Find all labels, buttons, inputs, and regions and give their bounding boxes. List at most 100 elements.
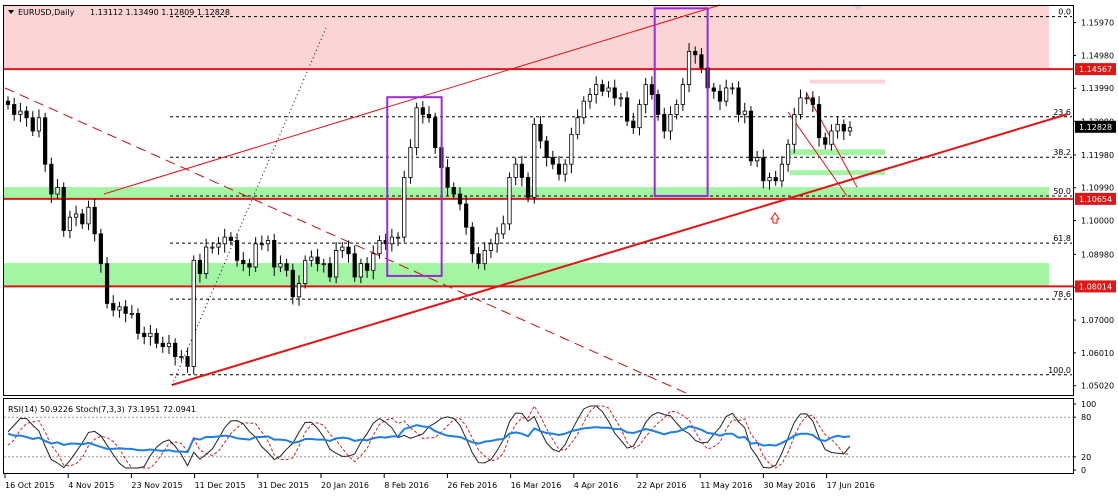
candle-body xyxy=(841,123,846,132)
candle-body xyxy=(117,306,122,311)
rsi-tick-label: 0 xyxy=(1081,466,1086,475)
level-badges: 1.14567 1.10654 1.08014 1.12828 xyxy=(1075,63,1116,293)
candle-body xyxy=(668,114,673,132)
candle-body xyxy=(278,263,283,268)
time-tick-label: 17 Jun 2016 xyxy=(827,481,875,490)
fib-label: 23.6 xyxy=(1053,108,1071,117)
current-price-badge-label: 1.12828 xyxy=(1079,123,1112,132)
candle-body xyxy=(371,253,376,271)
candle-body xyxy=(748,110,754,162)
candle-body xyxy=(594,84,599,95)
candle-body xyxy=(525,177,531,198)
candle-body xyxy=(92,206,97,235)
fib-label: 100.0 xyxy=(1048,366,1071,375)
candle-body xyxy=(321,263,326,266)
time-tick-label: 31 Dec 2015 xyxy=(258,481,309,490)
candle-body xyxy=(296,283,302,298)
candle-body xyxy=(284,263,289,271)
candle-body xyxy=(67,216,73,231)
candle-body xyxy=(86,206,91,225)
candle-body xyxy=(160,342,165,347)
candle-body xyxy=(18,110,23,115)
candle-body xyxy=(699,54,704,69)
mid-support-badge xyxy=(1075,192,1116,205)
candle-body xyxy=(197,259,203,275)
fib-label: 50.0 xyxy=(1053,187,1071,196)
candle-body xyxy=(253,243,258,268)
candle-body xyxy=(680,84,685,105)
candle-body xyxy=(61,187,66,231)
fib-label: 38.2 xyxy=(1053,148,1071,157)
candle-body xyxy=(191,259,196,367)
candle-body xyxy=(693,51,698,56)
candle-body xyxy=(724,87,729,102)
target-zone-1 xyxy=(790,149,885,156)
candle-body xyxy=(470,226,475,255)
candle-body xyxy=(464,203,469,228)
stoch-signal-line xyxy=(7,405,851,469)
shift-marker-icon xyxy=(853,5,863,10)
candle-body xyxy=(445,167,450,188)
candle-body xyxy=(742,110,747,115)
indicator-panel-frame xyxy=(3,398,1074,474)
candle-body xyxy=(166,342,172,347)
candle-body xyxy=(210,246,215,249)
time-tick-label: 22 Apr 2016 xyxy=(637,481,686,490)
candle-body xyxy=(414,107,419,149)
candle-body xyxy=(779,163,784,182)
candle-body xyxy=(80,213,85,225)
candle-body xyxy=(674,104,679,115)
candle-body xyxy=(402,177,407,238)
candle-body xyxy=(389,236,394,245)
candle-body xyxy=(30,117,35,132)
candle-body xyxy=(408,147,413,178)
candle-body xyxy=(204,246,209,275)
time-tick-label: 8 Feb 2016 xyxy=(384,481,429,490)
candle-body xyxy=(563,163,568,175)
candle-body xyxy=(346,246,351,255)
candle-body xyxy=(55,187,60,195)
rsi-tick-label: 20 xyxy=(1081,453,1091,462)
candle-body xyxy=(111,303,116,311)
candle-body xyxy=(823,137,828,145)
candle-body xyxy=(426,114,432,119)
rsi-stoch-panel: RSI(14) 50.9226 Stoch(7,3,3) 73.1951 72.… xyxy=(4,400,1096,475)
time-tick-label: 30 May 2016 xyxy=(763,481,815,490)
candle-body xyxy=(142,332,147,338)
candle-body xyxy=(12,104,17,115)
candle-body xyxy=(98,233,103,265)
target-zone-2 xyxy=(790,170,885,176)
candle-body xyxy=(364,263,370,271)
candle-body xyxy=(550,157,555,165)
symbol-timeframe: EURUSD,Daily xyxy=(18,8,75,17)
rsi-line xyxy=(7,424,851,454)
current-price-badge xyxy=(1075,120,1116,133)
candle-body xyxy=(377,240,382,255)
candle-body xyxy=(587,94,593,102)
candle-body xyxy=(43,117,48,165)
candle-body xyxy=(259,243,264,246)
time-tick-label: 11 May 2016 xyxy=(700,481,752,490)
price-tick-label: 1.05020 xyxy=(1081,382,1114,391)
candle-body xyxy=(637,104,642,129)
up-arrow-icon xyxy=(770,212,780,224)
fib-label: 61.8 xyxy=(1053,234,1071,243)
candle-body xyxy=(686,51,692,85)
candle-body xyxy=(736,87,741,115)
candle-body xyxy=(290,269,295,298)
candle-body xyxy=(835,123,840,132)
candle-body xyxy=(129,313,134,315)
fib-label: 0.0 xyxy=(1058,8,1071,17)
candle-body xyxy=(247,263,252,268)
candle-body xyxy=(847,127,853,132)
candle-body xyxy=(482,250,487,265)
candle-body xyxy=(451,187,456,195)
mid-support-badge-label: 1.10654 xyxy=(1079,195,1112,204)
candle-body xyxy=(228,236,233,241)
candle-body xyxy=(507,177,512,225)
candle-body xyxy=(104,263,110,304)
lower-support-badge-label: 1.08014 xyxy=(1079,282,1112,291)
price-tick-label: 1.08980 xyxy=(1081,250,1114,259)
candle-body xyxy=(315,256,320,265)
